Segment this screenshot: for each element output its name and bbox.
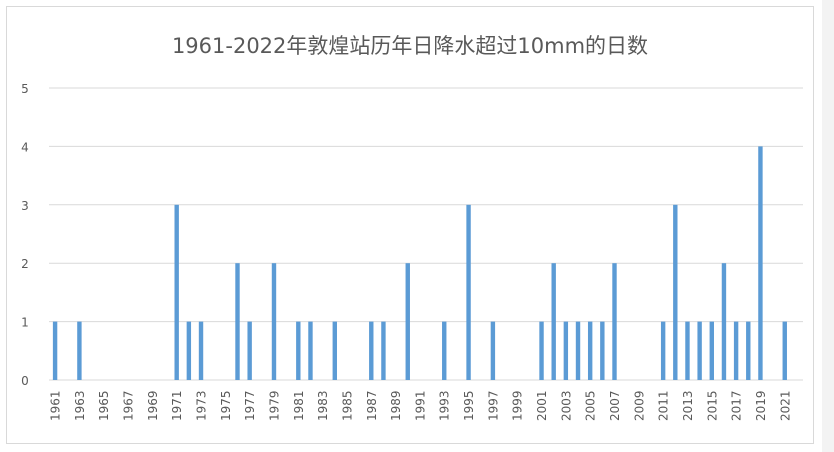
bar-1990	[405, 263, 410, 380]
bar-2013	[685, 321, 690, 380]
x-tick-label: 2013	[681, 390, 695, 421]
bar-1997	[490, 321, 496, 380]
x-tick-label: 1981	[292, 390, 306, 421]
x-tick-label: 1983	[316, 390, 330, 421]
x-tick-label: 1973	[195, 390, 209, 421]
bar-1995	[466, 204, 471, 380]
x-tick-label: 2019	[754, 390, 768, 421]
chart-title: 1961-2022年敦煌站历年日降水超过10mm的日数	[172, 34, 648, 58]
x-tick-label: 1965	[97, 390, 111, 421]
bar-2002	[551, 263, 556, 380]
bar-1973	[198, 321, 204, 380]
x-tick-label: 1979	[267, 390, 281, 421]
x-tick-label: 1963	[73, 390, 87, 421]
x-tick-label: 2021	[778, 390, 792, 421]
bar-2006	[600, 321, 605, 380]
bar-2018	[746, 321, 751, 380]
bar-1984	[332, 321, 337, 380]
bar-2015	[709, 321, 714, 380]
x-tick-label: 1997	[486, 390, 500, 421]
x-tick-label: 1967	[122, 390, 136, 421]
x-tick-label: 1975	[219, 390, 233, 421]
x-tick-label: 1971	[170, 390, 184, 421]
bar-2005	[587, 321, 593, 380]
bar-2004	[575, 321, 581, 380]
bar-1977	[247, 321, 252, 380]
bar-2007	[612, 263, 617, 380]
y-tick-label: 2	[21, 257, 29, 271]
x-tick-label: 2001	[535, 390, 549, 421]
x-tick-label: 2015	[705, 390, 719, 421]
y-tick-label: 3	[21, 199, 29, 213]
bar-1982	[308, 321, 313, 380]
bar-2001	[539, 321, 544, 380]
bar-2003	[563, 321, 569, 380]
x-tick-label: 1989	[389, 390, 403, 421]
bar-2012	[673, 204, 678, 380]
bar-1981	[296, 321, 301, 380]
x-tick-label: 1987	[365, 390, 379, 421]
x-tick-label: 2011	[657, 390, 671, 421]
bar-2021	[782, 321, 787, 380]
y-tick-label: 5	[21, 82, 29, 96]
y-tick-label: 0	[21, 374, 29, 388]
x-tick-label: 1977	[243, 390, 257, 421]
x-tick-label: 1991	[413, 390, 427, 421]
bar-1961	[52, 321, 58, 380]
x-tick-label: 2003	[559, 390, 573, 421]
x-tick-label: 2005	[584, 390, 598, 421]
bar-1976	[235, 263, 240, 380]
x-tick-label: 1995	[462, 390, 476, 421]
bar-2017	[733, 321, 739, 380]
bar-1963	[77, 321, 82, 380]
bar-1971	[174, 204, 179, 380]
bar-1993	[442, 321, 447, 380]
page-edge	[822, 0, 834, 452]
x-tick-label: 2017	[730, 390, 744, 421]
bar-2019	[758, 146, 763, 380]
bar-2014	[697, 321, 702, 380]
x-tick-label: 1999	[511, 390, 525, 421]
x-tick-label: 2007	[608, 390, 622, 421]
x-tick-label: 1985	[340, 390, 354, 421]
x-tick-label: 1969	[146, 390, 160, 421]
bar-1988	[381, 321, 386, 380]
x-tick-label: 1993	[438, 390, 452, 421]
y-tick-label: 4	[21, 140, 29, 154]
y-tick-label: 1	[21, 316, 29, 330]
bar-2011	[660, 321, 666, 380]
bar-2016	[721, 263, 727, 380]
bar-1972	[186, 321, 192, 380]
bar-1987	[369, 321, 374, 380]
chart-frame	[6, 6, 814, 444]
bar-1979	[271, 263, 277, 380]
x-tick-label: 2009	[632, 390, 646, 421]
x-tick-label: 1961	[49, 390, 63, 421]
